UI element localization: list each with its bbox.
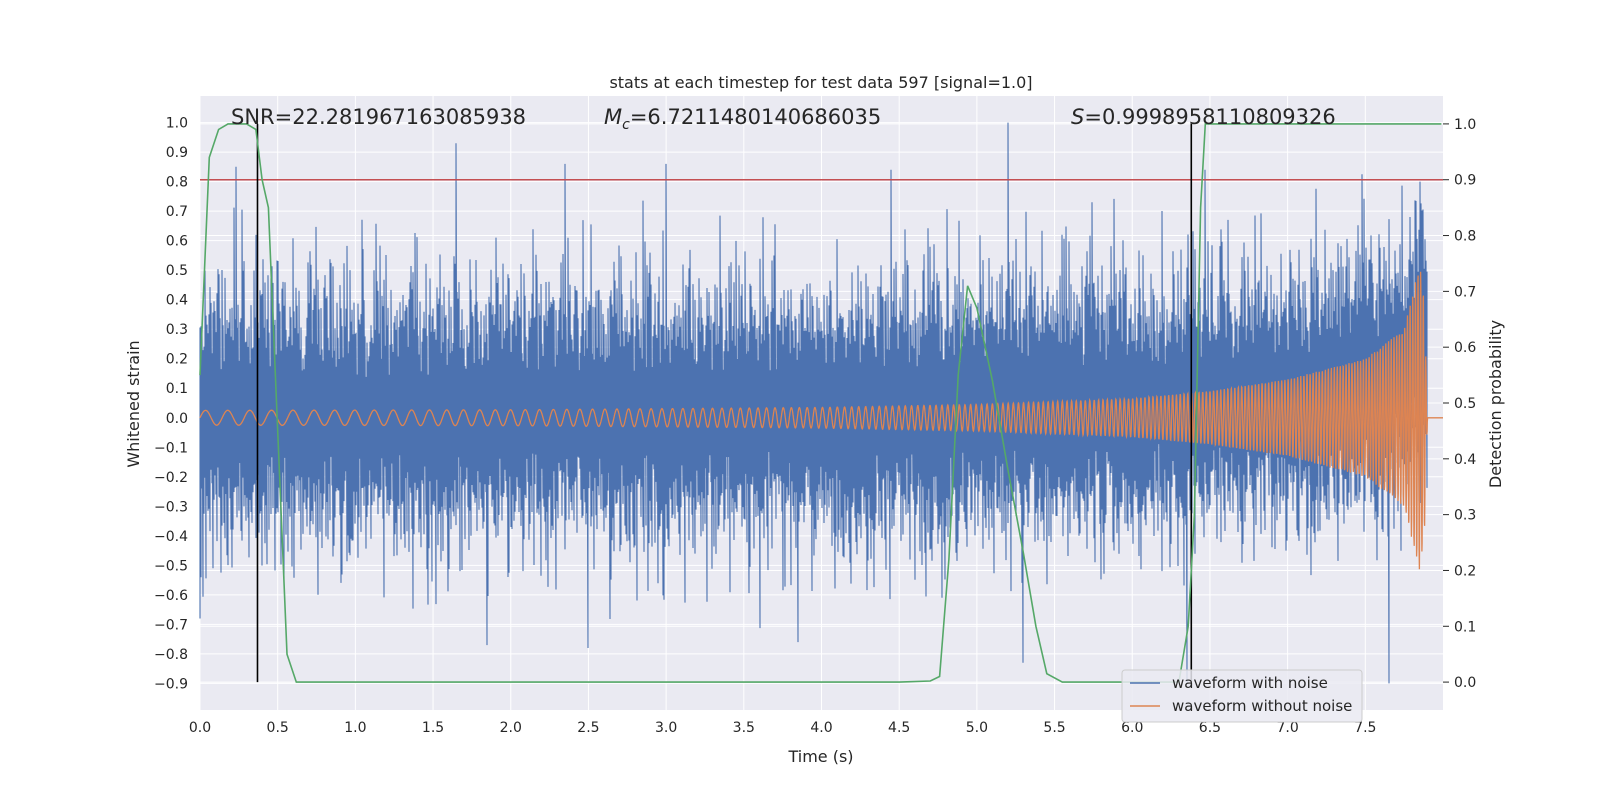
y2-tick-label: 0.6 [1454,340,1476,356]
y2-tick-label: 0.9 [1454,173,1476,189]
legend-box [1121,669,1363,723]
y-tick-label: 0.7 [166,204,188,220]
y-tick-label: −0.9 [154,676,188,692]
y-tick-label: 0.4 [166,293,188,309]
chart-title: stats at each timestep for test data 597… [609,73,1032,92]
y2-tick-label: 0.8 [1454,229,1476,245]
x-tick-label: 1.0 [344,720,366,736]
y2-tick-label: 1.0 [1454,117,1476,133]
x-tick-label: 7.5 [1354,720,1376,736]
y-tick-label: −0.6 [154,588,188,604]
series-line-waveform-without-noise [199,271,1443,570]
y-tick-label: 0.9 [166,145,188,161]
statistic-symbol: S [1071,105,1084,129]
y-tick-label: 0.2 [166,352,188,368]
x-tick-label: 2.5 [577,720,599,736]
legend-label-waveform-without-noise: waveform without noise [1172,697,1352,715]
legend-label-waveform-with-noise: waveform with noise [1172,674,1328,692]
y-tick-label: 0.1 [166,381,188,397]
chirp-mass-value: =6.7211480140686035 [630,105,881,129]
y2-tick-label: 0.7 [1454,284,1476,300]
y-tick-label: −0.4 [154,529,188,545]
y2-tick-label: 0.4 [1454,452,1476,468]
x-tick-label: 4.5 [888,720,910,736]
legend: waveform with noise waveform without noi… [1121,669,1363,723]
x-axis-label: Time (s) [787,747,853,766]
y2-tick-label: 0.2 [1454,563,1476,579]
x-tick-label: 3.5 [733,720,755,736]
x-tick-label: 7.0 [1276,720,1298,736]
y-tick-label: −0.5 [154,558,188,574]
y-tick-label: −0.7 [154,617,188,633]
statistic-value: =0.9998958110809326 [1084,105,1335,129]
series-layer [199,122,1443,684]
x-tick-label: 2.0 [500,720,522,736]
y-tick-label: −0.3 [154,499,188,515]
x-tick-label: 0.0 [189,720,211,736]
x-tick-label: 5.5 [1043,720,1065,736]
y-tick-label: 0.6 [166,234,188,250]
y-tick-label: −0.2 [154,470,188,486]
x-tick-label: 0.5 [267,720,289,736]
x-tick-label: 3.0 [655,720,677,736]
x-tick-label: 4.0 [810,720,832,736]
y-tick-label: 0.8 [166,175,188,191]
statistic-annotation: S=0.9998958110809326 [1071,105,1336,129]
x-tick-label: 6.5 [1199,720,1221,736]
y-axis-label: Whitened strain [124,340,143,467]
y2-axis-label: Detection probability [1486,320,1505,488]
series-line-detection-probability [199,123,1442,683]
y-tick-label: 0.3 [166,322,188,338]
y-tick-label: −0.1 [154,440,188,456]
x-tick-label: 5.0 [966,720,988,736]
y2-tick-label: 0.5 [1454,396,1476,412]
y-tick-label: −0.8 [154,647,188,663]
chirp-mass-subscript: c [622,117,630,133]
x-tick-label: 6.0 [1121,720,1143,736]
axes: 0.0 0.5 1.0 1.5 2.0 2.5 3.0 3.5 4.0 4.5 5.0 5.5 6.0 6… [154,116,1476,736]
y2-tick-label: 0.0 [1454,675,1476,691]
chirp-mass-symbol: M [604,105,622,129]
x-tick-label: 1.5 [422,720,444,736]
snr-annotation: SNR=22.281967163085938 [231,105,526,129]
y-tick-label: 1.0 [166,116,188,132]
y2-tick-label: 0.3 [1454,508,1476,524]
y2-tick-label: 0.1 [1454,619,1476,635]
y-tick-label: 0.5 [166,263,188,279]
y-tick-label: 0.0 [166,411,188,427]
chirp-mass-annotation: Mc=6.7211480140686035 [604,105,881,133]
